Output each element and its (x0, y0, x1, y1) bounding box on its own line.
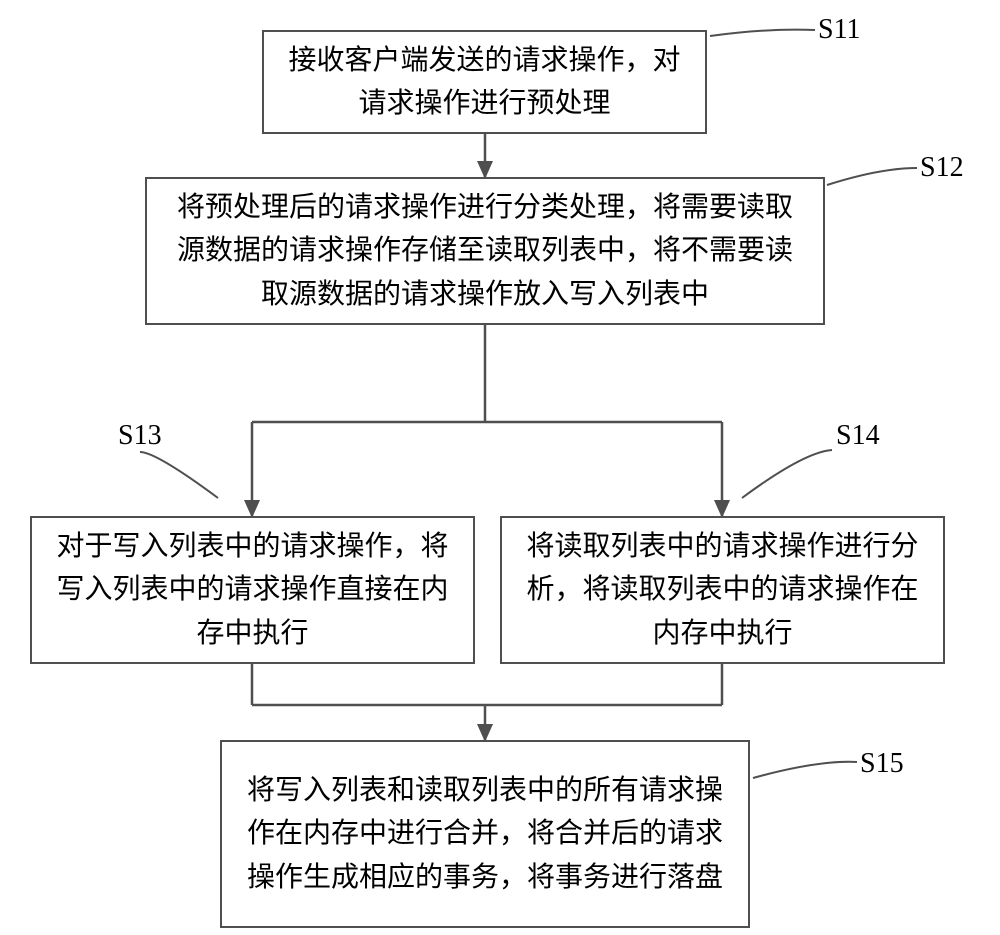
step-label-s15: S15 (860, 748, 904, 780)
step-label-s13: S13 (118, 420, 162, 452)
flow-step-s15: 将写入列表和读取列表中的所有请求操作在内存中进行合并，将合并后的请求操作生成相应… (220, 740, 750, 928)
flow-step-text: 将预处理后的请求操作进行分类处理，将需要读取源数据的请求操作存储至读取列表中，将… (167, 186, 803, 316)
flow-step-text: 将读取列表中的请求操作进行分析，将读取列表中的请求操作在内存中执行 (522, 525, 923, 655)
step-label-text: S13 (118, 420, 162, 451)
flow-step-s13: 对于写入列表中的请求操作，将写入列表中的请求操作直接在内存中执行 (30, 516, 475, 664)
step-label-s12: S12 (920, 152, 964, 184)
leader-s15 (753, 762, 857, 778)
step-label-text: S14 (836, 420, 880, 451)
flow-step-text: 接收客户端发送的请求操作，对请求操作进行预处理 (284, 39, 685, 126)
step-label-s11: S11 (818, 14, 861, 46)
leader-s11 (710, 30, 815, 36)
step-label-text: S12 (920, 152, 964, 183)
flow-step-text: 对于写入列表中的请求操作，将写入列表中的请求操作直接在内存中执行 (52, 525, 453, 655)
step-label-text: S11 (818, 14, 861, 45)
leader-s13 (140, 452, 218, 498)
flow-step-s12: 将预处理后的请求操作进行分类处理，将需要读取源数据的请求操作存储至读取列表中，将… (145, 177, 825, 325)
flow-step-text: 将写入列表和读取列表中的所有请求操作在内存中进行合并，将合并后的请求操作生成相应… (242, 769, 728, 899)
flow-step-s11: 接收客户端发送的请求操作，对请求操作进行预处理 (262, 30, 707, 134)
flow-step-s14: 将读取列表中的请求操作进行分析，将读取列表中的请求操作在内存中执行 (500, 516, 945, 664)
leader-s12 (827, 168, 917, 185)
step-label-text: S15 (860, 748, 904, 779)
leader-s14 (742, 450, 832, 498)
step-label-s14: S14 (836, 420, 880, 452)
